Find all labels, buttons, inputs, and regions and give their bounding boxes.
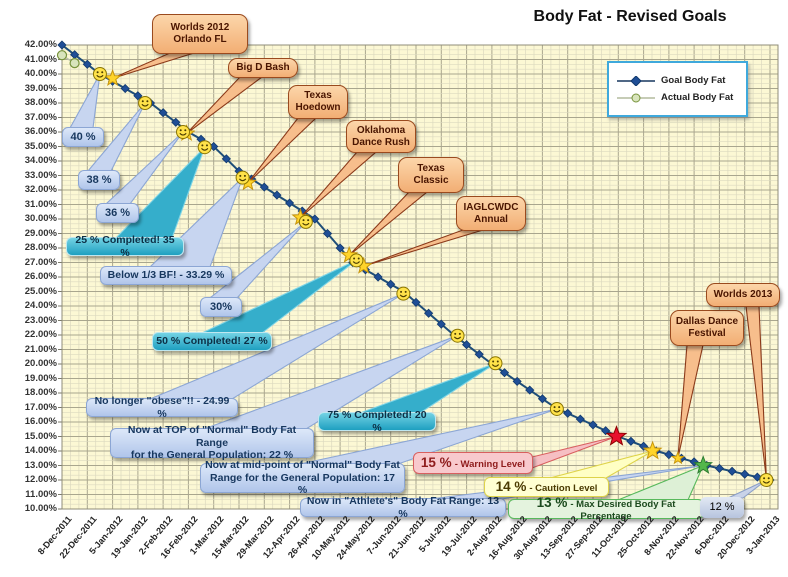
yellow-star-icon — [642, 440, 663, 460]
callout-green13: 13 % - Max Desired Body Fat Percentage — [508, 495, 704, 522]
callout-c75: 75 % Completed! 20 % — [318, 409, 436, 434]
y-axis-tick-label: 32.00% — [24, 184, 57, 195]
milestone-smiley-icon — [488, 356, 503, 371]
y-axis-tick-label: 31.00% — [24, 198, 57, 210]
callout-worlds2012: Worlds 2012 Orlando FL — [152, 14, 248, 54]
legend: Goal Body Fat Actual Body Fat — [607, 61, 748, 117]
chart-title: Body Fat - Revised Goals — [533, 8, 727, 25]
callout-b30: 30% — [200, 297, 242, 317]
milestone-smiley-icon — [298, 214, 313, 229]
y-axis-tick-label: 27.00% — [24, 256, 57, 268]
goal-series-marker-icon — [617, 75, 655, 86]
milestone-smiley-icon — [197, 140, 212, 155]
callout-athlete13: Now in "Athlete's" Body Fat Range: 13 % — [300, 495, 506, 520]
callout-texasclassic: Texas Classic — [398, 157, 464, 193]
callout-caution14: 14 % - Caution Level — [484, 477, 609, 497]
callout-dallasdance: Dallas Dance Festival — [670, 310, 744, 346]
y-axis-tick-label: 10.00% — [24, 503, 57, 514]
legend-entry-actual: Actual Body Fat — [615, 92, 740, 103]
event-star-icon — [670, 450, 685, 465]
callout-b3329: Below 1/3 BF! - 33.29 % — [100, 266, 232, 285]
y-axis-tick-label: 28.00% — [24, 242, 57, 253]
milestone-and-event-markers — [92, 67, 774, 487]
callout-obese: No longer "obese"!! - 24.99 % — [86, 395, 238, 420]
callout-c50: 50 % Completed! 27 % — [152, 332, 272, 351]
y-axis-tick-label: 26.00% — [24, 271, 57, 282]
callout-worlds2013: Worlds 2013 — [706, 283, 780, 307]
y-axis-tick-label: 38.00% — [24, 97, 57, 108]
y-axis-tick-label: 20.00% — [24, 358, 57, 369]
y-axis-tick-label: 13.00% — [24, 459, 57, 471]
callout-texashoedown: Texas Hoedown — [288, 85, 348, 119]
y-axis-tick-label: 23.00% — [24, 314, 57, 326]
callout-iaglcwdc: IAGLCWDC Annual — [456, 196, 526, 231]
y-axis-tick-label: 29.00% — [24, 227, 57, 239]
y-axis-tick-label: 34.00% — [24, 155, 57, 166]
milestone-smiley-icon — [549, 401, 564, 416]
y-axis-tick-label: 30.00% — [24, 213, 57, 224]
y-axis-tick-label: 36.00% — [24, 126, 57, 137]
milestone-smiley-icon — [235, 170, 250, 185]
y-axis-tick-label: 17.00% — [24, 401, 57, 413]
milestone-smiley-icon — [176, 125, 191, 139]
callout-b38: 38 % — [78, 170, 120, 190]
y-axis-tick-label: 25.00% — [24, 285, 57, 297]
red-star-icon — [605, 425, 628, 446]
callout-bigdbash: Big D Bash — [228, 58, 298, 78]
callout-c25: 25 % Completed! 35 % — [66, 234, 184, 259]
y-axis-tick-label: 18.00% — [24, 387, 57, 398]
milestone-smiley-icon — [349, 253, 364, 268]
callout-oklahoma: Oklahoma Dance Rush — [346, 120, 416, 153]
milestone-smiley-icon — [138, 96, 153, 110]
y-axis-tick-label: 41.00% — [24, 53, 57, 65]
y-axis-tick-label: 14.00% — [24, 445, 57, 456]
event-star-icon — [340, 245, 359, 263]
y-axis-tick-label: 12.00% — [24, 474, 57, 485]
y-axis-tick-label: 42.00% — [24, 39, 57, 50]
y-axis-tick-label: 11.00% — [25, 488, 57, 500]
event-star-icon — [103, 68, 122, 86]
y-axis-tick-label: 37.00% — [24, 111, 57, 123]
milestone-smiley-icon — [759, 473, 774, 487]
milestone-smiley-icon — [92, 67, 107, 81]
y-axis-tick-label: 24.00% — [24, 300, 57, 311]
y-axis-tick-label: 35.00% — [24, 140, 57, 152]
callout-b36: 36 % — [96, 203, 139, 223]
y-axis-tick-label: 15.00% — [24, 430, 57, 442]
legend-label-goal: Goal Body Fat — [661, 75, 726, 86]
callout-b40: 40 % — [62, 127, 104, 147]
y-axis-tick-label: 22.00% — [24, 329, 57, 340]
callout-mid17: Now at mid-point of "Normal" Body Fat Ran… — [200, 459, 405, 496]
y-axis-tick-label: 40.00% — [24, 68, 57, 79]
callout-warn15: 15 % - Warning Level — [413, 452, 533, 474]
callout-b12: 12 % — [700, 497, 744, 518]
y-axis-tick-label: 39.00% — [24, 82, 57, 94]
y-axis-tick-label: 33.00% — [24, 169, 57, 181]
y-axis-tick-label: 19.00% — [24, 372, 57, 384]
callout-top22: Now at TOP of "Normal" Body Fat Range for… — [110, 424, 314, 461]
green-star-icon — [693, 455, 714, 474]
milestone-smiley-icon — [450, 328, 465, 343]
y-axis-tick-label: 16.00% — [24, 416, 57, 427]
annotation-tails — [69, 73, 767, 501]
milestone-smiley-icon — [396, 286, 411, 301]
legend-entry-goal: Goal Body Fat — [615, 75, 740, 86]
legend-label-actual: Actual Body Fat — [661, 92, 734, 103]
y-axis-tick-label: 21.00% — [24, 343, 57, 355]
actual-series-marker-icon — [617, 93, 655, 102]
